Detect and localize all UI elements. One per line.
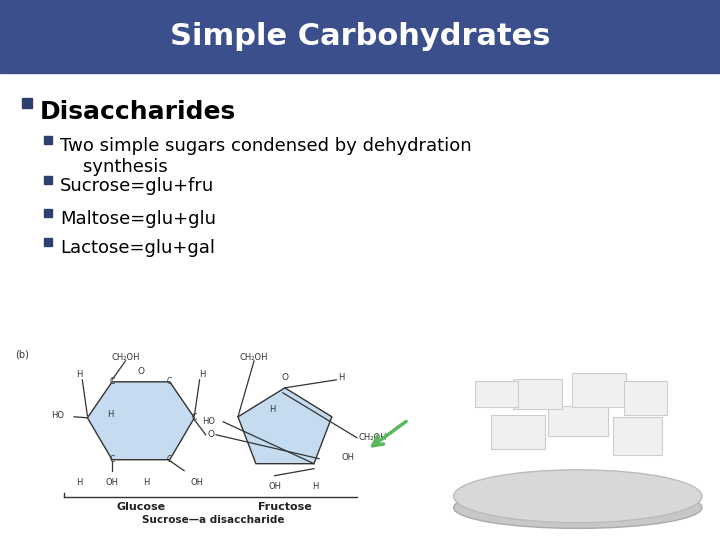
Ellipse shape	[454, 487, 702, 528]
Text: (b): (b)	[15, 350, 30, 360]
Text: O: O	[138, 367, 145, 376]
Text: O: O	[207, 430, 215, 439]
Text: Fructose: Fructose	[258, 502, 312, 511]
FancyBboxPatch shape	[548, 406, 608, 436]
Text: Glucose: Glucose	[117, 502, 166, 511]
FancyBboxPatch shape	[475, 381, 518, 407]
Text: Lactose=glu+gal: Lactose=glu+gal	[60, 239, 215, 257]
Text: H: H	[269, 406, 276, 414]
Text: H: H	[107, 410, 113, 419]
Text: CH₂OH: CH₂OH	[111, 353, 140, 362]
Bar	[44, 136, 52, 144]
Polygon shape	[238, 388, 332, 464]
Text: C: C	[192, 413, 197, 422]
Text: C: C	[167, 377, 172, 386]
Text: H: H	[338, 373, 345, 382]
Text: OH: OH	[268, 482, 281, 491]
Bar	[22, 98, 32, 108]
Text: H: H	[143, 478, 149, 487]
Text: C: C	[109, 377, 114, 386]
FancyBboxPatch shape	[613, 417, 662, 455]
Text: Simple Carbohydrates: Simple Carbohydrates	[170, 22, 550, 51]
Text: Maltose=glu+glu: Maltose=glu+glu	[60, 210, 216, 228]
Text: C: C	[167, 455, 172, 464]
FancyBboxPatch shape	[624, 381, 667, 415]
Bar	[44, 238, 52, 246]
Ellipse shape	[454, 470, 702, 523]
FancyBboxPatch shape	[513, 379, 562, 409]
Polygon shape	[87, 382, 194, 460]
FancyBboxPatch shape	[491, 415, 546, 449]
Text: HO: HO	[51, 411, 64, 420]
Text: CH₂OH: CH₂OH	[240, 353, 269, 362]
Text: Disaccharides: Disaccharides	[40, 100, 236, 124]
Bar	[44, 176, 52, 184]
Bar	[0, 0, 720, 73]
Text: H: H	[76, 370, 82, 379]
Text: OH: OH	[341, 453, 354, 462]
Text: OH: OH	[106, 478, 119, 487]
FancyBboxPatch shape	[572, 374, 626, 407]
Text: OH: OH	[191, 478, 204, 487]
Text: Sucrose—a disaccharide: Sucrose—a disaccharide	[142, 515, 284, 525]
Text: H: H	[76, 478, 82, 487]
Text: O: O	[282, 373, 289, 382]
Text: H: H	[312, 482, 319, 491]
Text: H: H	[199, 370, 206, 379]
Text: Sucrose=glu+fru: Sucrose=glu+fru	[60, 177, 215, 195]
Text: CH₂OH: CH₂OH	[359, 433, 387, 442]
Text: C: C	[109, 455, 114, 464]
Bar	[44, 209, 52, 217]
Text: HO: HO	[202, 417, 215, 426]
Text: Two simple sugars condensed by dehydration
    synthesis: Two simple sugars condensed by dehydrati…	[60, 137, 472, 176]
